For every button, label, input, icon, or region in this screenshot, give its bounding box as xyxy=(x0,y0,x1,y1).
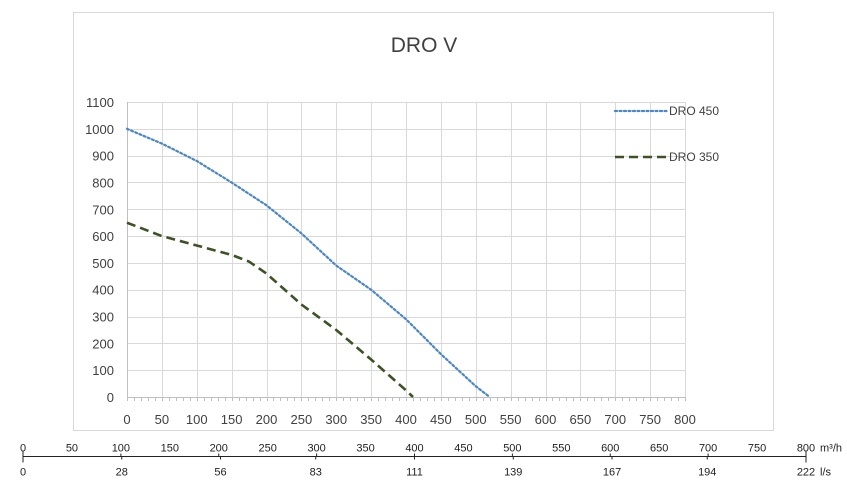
ls-unit-label: l/s xyxy=(820,467,832,479)
x-tick-label: 700 xyxy=(604,412,626,427)
x-tick-label: 750 xyxy=(639,412,661,427)
conversion-scales: 0 50 100 150 200 250 300 350 400 450 500 550 600 650 7… xyxy=(20,443,842,479)
y-tick-label: 0 xyxy=(107,390,114,405)
x-tick-label: 350 xyxy=(360,412,382,427)
m3h-tick-label: 750 xyxy=(748,443,766,455)
m3h-tick-label: 350 xyxy=(356,443,374,455)
m3h-tick-label: 100 xyxy=(112,443,130,455)
chart-title: DRO V xyxy=(391,34,458,57)
y-tick-label: 600 xyxy=(92,229,114,244)
y-tick-label: 1100 xyxy=(86,95,114,110)
legend: DRO 450 DRO 350 xyxy=(613,104,719,164)
x-tick-label: 800 xyxy=(674,412,696,427)
x-tick-label: 250 xyxy=(291,412,313,427)
series-line xyxy=(126,221,414,398)
x-tick-label: 500 xyxy=(465,412,487,427)
ls-tick-label: 139 xyxy=(504,467,522,479)
y-tick-label: 200 xyxy=(92,336,114,351)
axes: 0 50 100 150 200 250 300 350 400 450 500 550 600 650 7… xyxy=(85,95,696,427)
legend-label: DRO 450 xyxy=(669,104,719,118)
m3h-unit-label: m³/h xyxy=(820,443,842,455)
x-tick-label: 450 xyxy=(430,412,452,427)
x-tick-label: 600 xyxy=(535,412,557,427)
x-tick-label: 550 xyxy=(500,412,522,427)
ls-tick-label: 111 xyxy=(406,467,423,479)
x-tick-label: 650 xyxy=(570,412,592,427)
m3h-tick-label: 550 xyxy=(552,443,570,455)
series-line xyxy=(125,127,491,399)
y-tick-label: 900 xyxy=(92,149,114,164)
ls-tick-label: 28 xyxy=(116,467,128,479)
m3h-tick-label: 500 xyxy=(503,443,521,455)
y-tick-label: 400 xyxy=(92,283,114,298)
legend-label: DRO 350 xyxy=(669,150,719,164)
x-tick-label: 400 xyxy=(395,412,417,427)
x-tick-label: 100 xyxy=(186,412,208,427)
ls-tick-label: 0 xyxy=(20,467,26,479)
m3h-tick-label: 800 xyxy=(797,443,815,455)
x-tick-label: 200 xyxy=(256,412,278,427)
y-tick-label: 1000 xyxy=(85,122,114,137)
m3h-tick-label: 0 xyxy=(20,443,26,455)
ls-tick-label: 194 xyxy=(698,467,716,479)
m3h-tick-label: 150 xyxy=(161,443,179,455)
ls-tick-label: 83 xyxy=(310,467,322,479)
m3h-tick-label: 250 xyxy=(259,443,277,455)
x-tick-label: 50 xyxy=(155,412,169,427)
m3h-tick-label: 300 xyxy=(307,443,325,455)
m3h-tick-label: 600 xyxy=(601,443,619,455)
m3h-tick-label: 200 xyxy=(210,443,228,455)
y-tick-label: 100 xyxy=(92,363,114,378)
x-tick-label: 0 xyxy=(123,412,130,427)
x-tick-label: 150 xyxy=(221,412,243,427)
m3h-tick-label: 400 xyxy=(405,443,423,455)
ls-tick-label: 56 xyxy=(214,467,226,479)
ls-tick-label: 167 xyxy=(603,467,621,479)
y-tick-label: 800 xyxy=(92,175,114,190)
y-tick-label: 300 xyxy=(92,310,114,325)
y-tick-label: 700 xyxy=(92,202,114,217)
y-tick-label: 500 xyxy=(92,256,114,271)
ls-tick-label: 222 xyxy=(797,467,815,479)
series-group xyxy=(125,127,491,399)
m3h-tick-label: 650 xyxy=(650,443,668,455)
x-tick-label: 300 xyxy=(325,412,347,427)
m3h-tick-label: 50 xyxy=(66,443,78,455)
chart-frame xyxy=(73,12,774,431)
m3h-tick-label: 700 xyxy=(699,443,717,455)
m3h-tick-label: 450 xyxy=(454,443,472,455)
